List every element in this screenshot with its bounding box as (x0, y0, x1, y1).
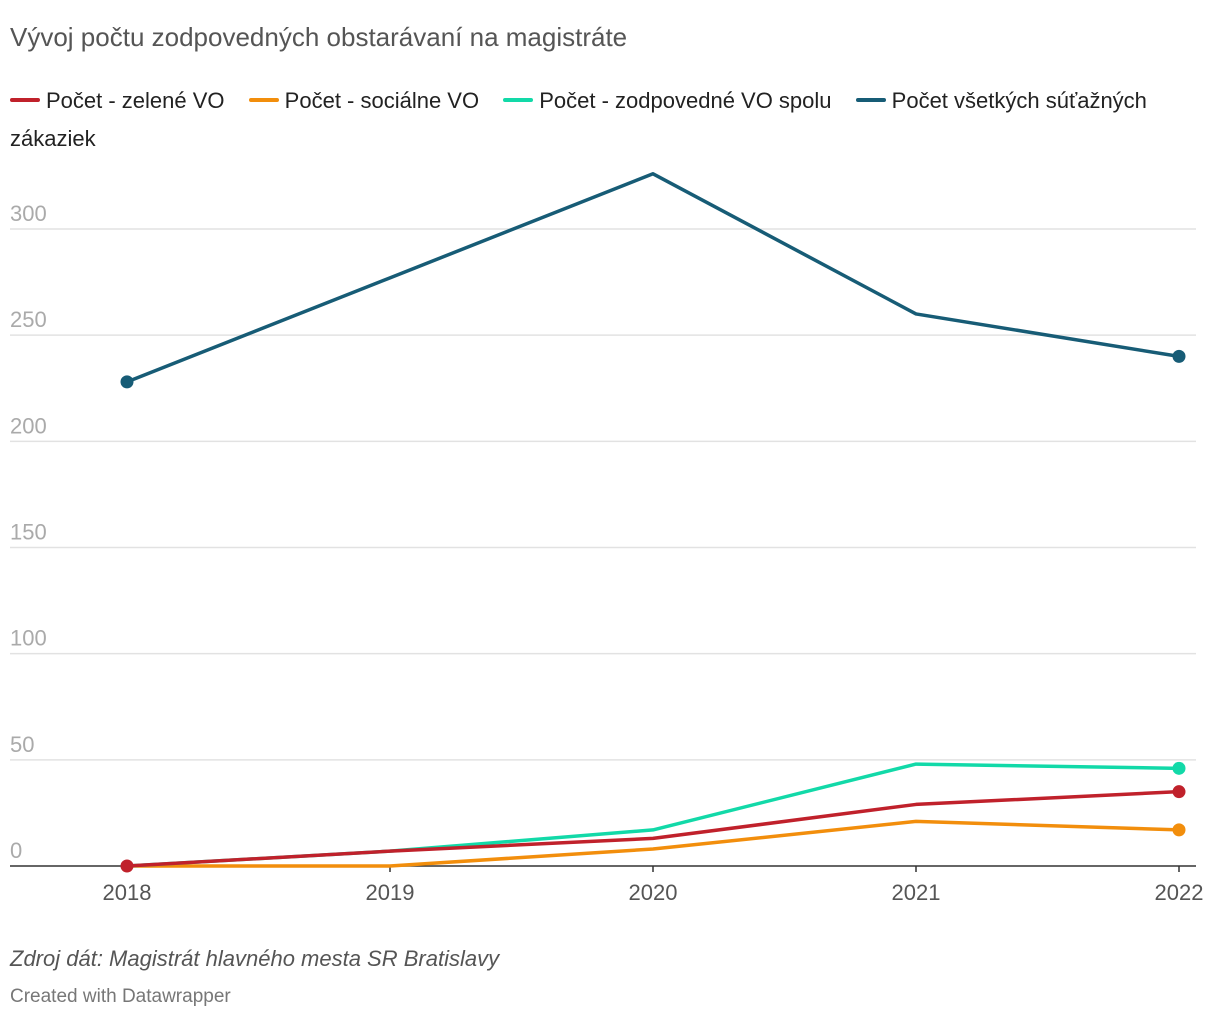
legend-item-green-vo: Počet - zelené VO (10, 82, 225, 120)
legend-swatch (503, 98, 534, 103)
x-tick-label: 2022 (1155, 880, 1204, 905)
data-point-green-vo (120, 859, 134, 873)
credit-note: Created with Datawrapper (10, 986, 231, 1007)
x-tick-label: 2020 (629, 880, 678, 905)
x-tick-label: 2018 (103, 880, 152, 905)
legend-swatch (855, 98, 886, 103)
data-point-responsible-vo (1172, 761, 1186, 775)
y-tick-label: 150 (10, 520, 47, 545)
legend-label: Počet - zelené VO (46, 88, 225, 113)
series-line-social-vo (125, 819, 1181, 868)
legend-item-social-vo: Počet - sociálne VO (248, 82, 480, 120)
series-line-green-vo (125, 789, 1181, 868)
line-chart: 0 50 100 150 200 250 300 2018 2019 2020 2021 2022 (10, 172, 1204, 905)
legend-item-responsible-vo: Počet - zodpovedné VO spolu (503, 82, 832, 120)
data-point-green-vo (1172, 785, 1186, 799)
legend: Počet - zelené VO Počet - sociálne VO Po… (10, 82, 1215, 158)
x-tick-label: 2021 (892, 880, 941, 905)
y-tick-label: 300 (10, 201, 47, 226)
y-tick-label: 200 (10, 413, 47, 438)
y-tick-label: 250 (10, 307, 47, 332)
data-point-all-tenders (120, 375, 134, 389)
legend-item-all-tenders: Počet všetkých súťažných zákaziek (10, 88, 1147, 151)
source-note: Zdroj dát: Magistrát hlavného mesta SR B… (10, 946, 500, 971)
y-tick-label: 50 (10, 732, 34, 757)
data-point-social-vo (1172, 823, 1186, 837)
legend-swatch (248, 98, 279, 103)
legend-label: Počet - zodpovedné VO spolu (539, 88, 832, 113)
legend-swatch (10, 98, 40, 103)
legend-label: Počet - sociálne VO (284, 88, 480, 113)
x-tick-label: 2019 (366, 880, 415, 905)
data-point-all-tenders (1172, 349, 1186, 363)
series-line-all-tenders (125, 172, 1181, 384)
y-tick-label: 0 (10, 838, 22, 863)
legend-label: Počet všetkých súťažných zákaziek (10, 88, 1147, 151)
chart-title: Vývoj počtu zodpovedných obstarávaní na … (10, 22, 628, 52)
y-tick-label: 100 (10, 626, 47, 651)
